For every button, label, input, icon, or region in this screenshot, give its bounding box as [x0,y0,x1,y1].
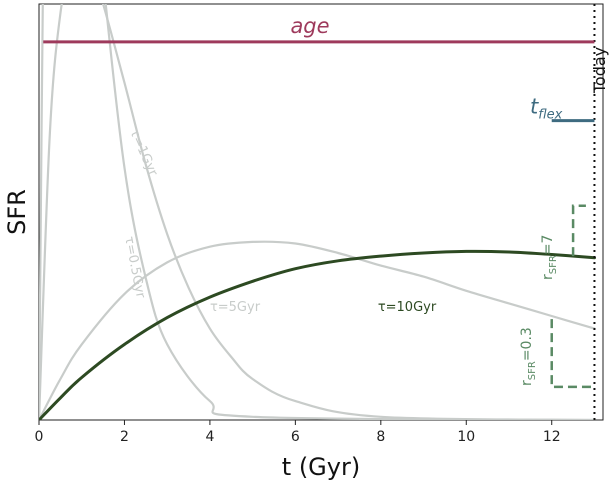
series-line-τ=10Gyr [39,249,596,420]
rsfr-high-bracket [571,204,586,257]
x-axis-title: t (Gyr) [282,453,360,481]
x-tick-label-8: 8 [376,429,385,445]
x-tick-label-4: 4 [205,429,214,445]
x-ticks: 0 2 4 6 8 10 12 [35,420,561,445]
rsfr-high-label: rSFR=7 [540,235,559,280]
rsfr-low-bracket [550,319,595,389]
curves [39,4,596,420]
rsfr-low-label: rSFR=0.3 [519,327,538,386]
x-tick-label-6: 6 [291,429,300,445]
series-label-tau-5: τ=5Gyr [210,300,261,315]
series-label-tau-10: τ=10Gyr [378,300,437,315]
series-label-tau-1: τ=1Gyr [126,127,160,179]
x-tick-label-12: 12 [543,429,561,445]
x-tick-label-2: 2 [120,429,129,445]
series-line-τ=0.5Gyr [39,4,596,420]
annotations: age tflex rSFR=7 rSFR=0.3 [43,4,596,420]
x-tick-label-10: 10 [457,429,475,445]
series-line-τ=1Gyr [39,4,596,420]
plot-frame [38,3,604,421]
y-axis-title: SFR [3,189,31,235]
age-label: age [290,14,329,38]
tflex-label: tflex [530,95,563,123]
x-tick-label-0: 0 [35,429,44,445]
today-label: Today [590,47,609,94]
series-line-τ=5Gyr [39,240,596,420]
